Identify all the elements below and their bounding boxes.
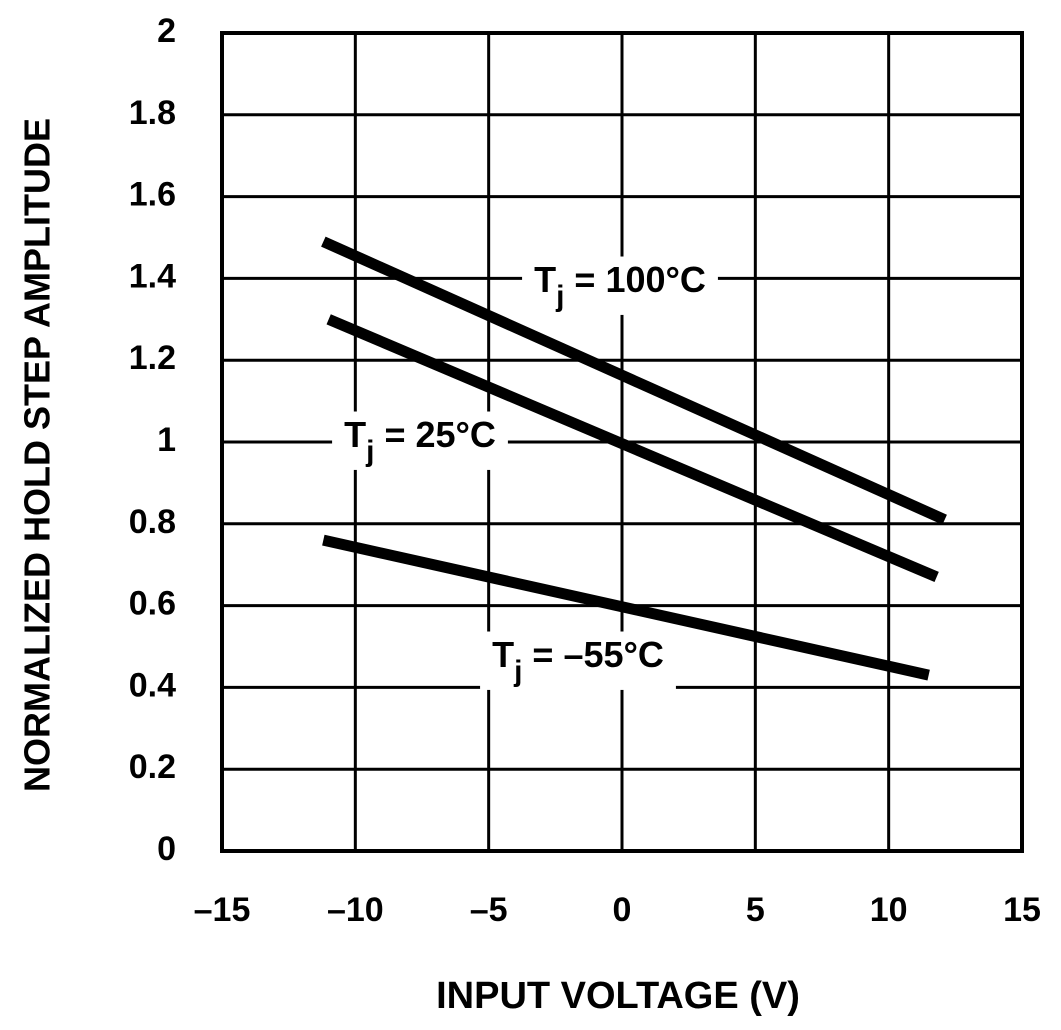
- plot-frame: [220, 31, 1024, 853]
- x-tick-label: 10: [870, 891, 908, 929]
- y-tick-label: 1.4: [129, 257, 176, 295]
- y-tick-label: 1.8: [129, 94, 176, 132]
- y-tick-label: 0.4: [129, 666, 176, 704]
- series-label: Tj = 100°C: [534, 259, 706, 313]
- y-tick-label: 1.6: [129, 176, 176, 214]
- x-tick-label: –10: [327, 891, 384, 929]
- y-tick-label: 0.8: [129, 503, 176, 541]
- label-background: [480, 631, 676, 690]
- y-tick-label: 0.6: [129, 585, 176, 623]
- y-tick-label: 1: [157, 421, 176, 459]
- series-label: Tj = 25°C: [344, 414, 496, 468]
- y-tick-label: 1.2: [129, 339, 176, 377]
- x-tick-label: –15: [194, 891, 251, 929]
- data-line: [322, 534, 930, 681]
- x-tick-label: 15: [1003, 891, 1041, 929]
- x-axis-label: INPUT VOLTAGE (V): [436, 975, 800, 1017]
- series-label: Tj = –55°C: [492, 634, 664, 688]
- y-axis-label: NORMALIZED HOLD STEP AMPLITUDE: [17, 118, 58, 792]
- data-line: [321, 236, 947, 525]
- data-line: [326, 314, 939, 583]
- x-tick-label: 5: [746, 891, 765, 929]
- y-tick-label: 0.2: [129, 748, 176, 786]
- x-tick-label: –5: [470, 891, 508, 929]
- label-background: [522, 256, 718, 315]
- y-tick-label: 0: [157, 830, 176, 868]
- label-background: [332, 411, 508, 470]
- x-tick-label: 0: [613, 891, 632, 929]
- y-tick-label: 2: [157, 12, 176, 50]
